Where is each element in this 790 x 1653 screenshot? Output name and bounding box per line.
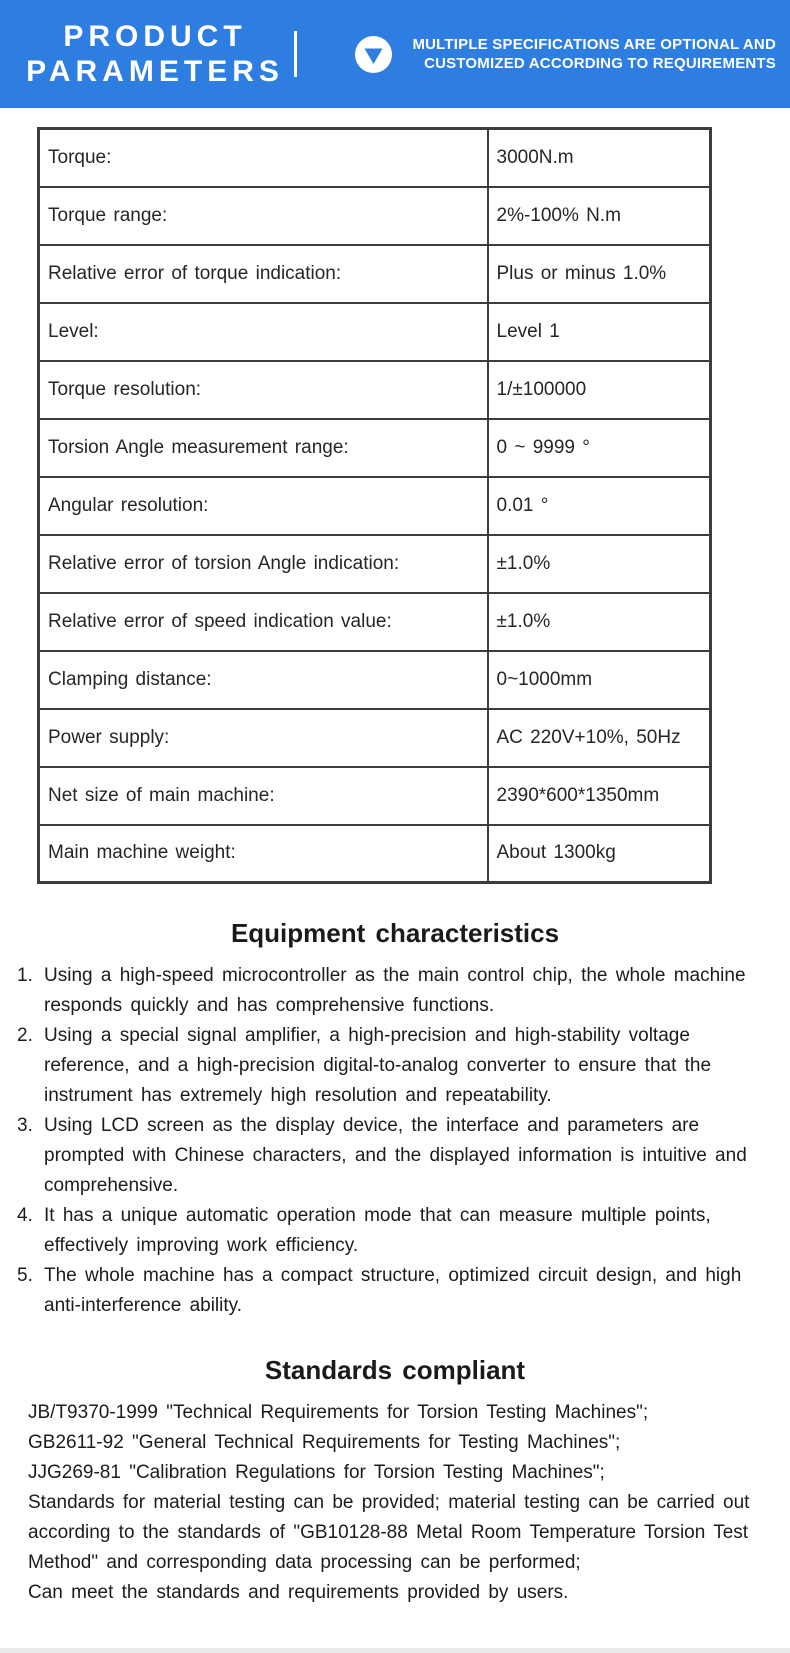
- page-title: PRODUCT PARAMETERS: [24, 19, 286, 89]
- bottom-strip: [0, 1648, 790, 1653]
- spec-label: Relative error of torque indication:: [37, 243, 489, 304]
- table-row: Relative error of torque indication: Plus…: [37, 243, 712, 304]
- spec-label: Relative error of torsion Angle indicati…: [37, 533, 489, 594]
- spec-value: 0~1000mm: [486, 649, 712, 710]
- list-item-number: 5.: [17, 1265, 33, 1286]
- spec-label: Torsion Angle measurement range:: [37, 417, 489, 478]
- header-badge-line1: MULTIPLE SPECIFICATIONS ARE OPTIONAL AND: [412, 36, 776, 53]
- spec-value: 1/±100000: [486, 359, 712, 420]
- list-item-text: The whole machine has a compact structur…: [44, 1265, 742, 1316]
- list-item: 4. It has a unique automatic operation mo…: [17, 1201, 780, 1261]
- list-item-text: Using a special signal amplifier, a high…: [44, 1025, 712, 1106]
- spec-value: ±1.0%: [486, 591, 712, 652]
- header-divider: [294, 31, 297, 77]
- page-header: PRODUCT PARAMETERS MULTIPLE SPECIFICATIO…: [0, 0, 790, 108]
- standards-text: JB/T9370-1999 "Technical Requirements fo…: [0, 1398, 790, 1608]
- table-row: Net size of main machine: 2390*600*1350mm: [37, 765, 712, 826]
- list-item-number: 1.: [17, 965, 33, 986]
- table-row: Power supply: AC 220V+10%, 50Hz: [37, 707, 712, 768]
- list-item: 1. Using a high-speed microcontroller as …: [17, 961, 780, 1021]
- spec-value: 0.01 °: [486, 475, 712, 536]
- spec-label: Clamping distance:: [37, 649, 489, 710]
- spec-label: Relative error of speed indication value…: [37, 591, 489, 652]
- page-title-line1: PRODUCT: [63, 20, 247, 53]
- characteristics-list: 1. Using a high-speed microcontroller as …: [0, 961, 790, 1321]
- table-row: Torque range: 2%-100% N.m: [37, 185, 712, 246]
- spec-value: ±1.0%: [486, 533, 712, 594]
- table-row: Clamping distance: 0~1000mm: [37, 649, 712, 710]
- spec-value: 2390*600*1350mm: [486, 765, 712, 826]
- standards-statement: JB/T9370-1999 "Technical Requirements fo…: [28, 1402, 649, 1423]
- spec-value: 0 ~ 9999 °: [486, 417, 712, 478]
- standards-statement: Standards for material testing can be pr…: [28, 1492, 750, 1573]
- table-row: Torque: 3000N.m: [37, 127, 712, 188]
- spec-value: AC 220V+10%, 50Hz: [486, 707, 712, 768]
- list-item: 3. Using LCD screen as the display device…: [17, 1111, 780, 1201]
- table-row: Angular resolution: 0.01 °: [37, 475, 712, 536]
- list-item: 5. The whole machine has a compact struct…: [17, 1261, 780, 1321]
- spec-label: Level:: [37, 301, 489, 362]
- table-row: Main machine weight: About 1300kg: [37, 823, 712, 884]
- table-row: Relative error of speed indication value…: [37, 591, 712, 652]
- spec-label: Main machine weight:: [37, 823, 489, 884]
- list-item-number: 2.: [17, 1025, 33, 1046]
- header-badge-line2: CUSTOMIZED ACCORDING TO REQUIREMENTS: [424, 55, 776, 72]
- list-item-text: Using LCD screen as the display device, …: [44, 1115, 747, 1196]
- table-row: Relative error of torsion Angle indicati…: [37, 533, 712, 594]
- spec-table-body: Torque: 3000N.m Torque range: 2%-100% N.m Re…: [37, 127, 712, 884]
- standards-statement: GB2611-92 "General Technical Requirement…: [28, 1432, 621, 1453]
- spec-value: Level 1: [486, 301, 712, 362]
- spec-value: Plus or minus 1.0%: [486, 243, 712, 304]
- spec-label: Angular resolution:: [37, 475, 489, 536]
- list-item-number: 4.: [17, 1205, 33, 1226]
- table-row: Torque resolution: 1/±100000: [37, 359, 712, 420]
- header-badge-text: MULTIPLE SPECIFICATIONS ARE OPTIONAL AND…: [410, 35, 776, 73]
- list-item-text: Using a high-speed microcontroller as th…: [44, 965, 746, 1016]
- table-row: Torsion Angle measurement range: 0 ~ 9999…: [37, 417, 712, 478]
- spec-label: Torque range:: [37, 185, 489, 246]
- equipment-characteristics-heading: Equipment characteristics: [230, 918, 560, 948]
- standards-statement: Can meet the standards and requirements …: [28, 1582, 569, 1603]
- table-row: Level: Level 1: [37, 301, 712, 362]
- spec-table: Torque: 3000N.m Torque range: 2%-100% N.m Re…: [37, 127, 712, 884]
- list-item: 2. Using a special signal amplifier, a hi…: [17, 1021, 780, 1111]
- triangle-down-circle-icon: [355, 35, 392, 73]
- spec-label: Net size of main machine:: [37, 765, 489, 826]
- spec-value: About 1300kg: [486, 823, 712, 884]
- standards-statement: JJG269-81 "Calibration Regulations for T…: [28, 1462, 605, 1483]
- spec-value: 3000N.m: [486, 127, 712, 188]
- spec-label: Torque:: [37, 127, 489, 188]
- list-item-text: It has a unique automatic operation mode…: [44, 1205, 711, 1256]
- list-item-number: 3.: [17, 1115, 33, 1136]
- spec-label: Torque resolution:: [37, 359, 489, 420]
- page-title-line2: PARAMETERS: [26, 55, 284, 88]
- spec-label: Power supply:: [37, 707, 489, 768]
- spec-value: 2%-100% N.m: [486, 185, 712, 246]
- standards-heading: Standards compliant: [264, 1355, 526, 1385]
- header-badge: MULTIPLE SPECIFICATIONS ARE OPTIONAL AND…: [355, 35, 790, 73]
